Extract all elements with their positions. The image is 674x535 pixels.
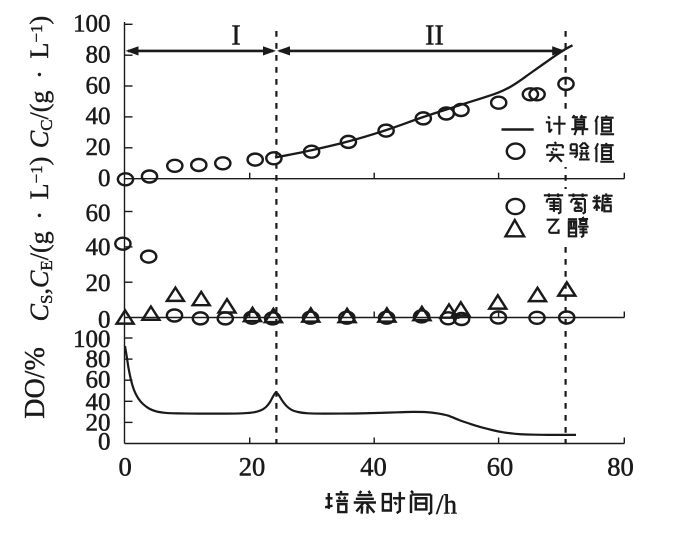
svg-text:80: 80: [86, 346, 111, 373]
svg-text:0: 0: [98, 165, 111, 192]
svg-text:/h: /h: [436, 490, 458, 520]
svg-text:I: I: [231, 21, 240, 52]
svg-text:20: 20: [86, 409, 111, 436]
svg-text:II: II: [425, 21, 444, 52]
svg-text:20: 20: [86, 134, 111, 161]
svg-text:40: 40: [86, 389, 111, 416]
svg-text:80: 80: [86, 41, 111, 68]
svg-text:100: 100: [73, 326, 111, 353]
svg-text:0: 0: [118, 452, 131, 482]
svg-text:40: 40: [86, 103, 111, 130]
svg-text:0: 0: [98, 307, 111, 334]
svg-text:0: 0: [98, 429, 111, 456]
svg-text:60: 60: [86, 367, 111, 394]
svg-text:40: 40: [360, 452, 387, 482]
svg-text:60: 60: [86, 72, 111, 99]
svg-text:CS,CE/(g · L−1): CS,CE/(g · L−1): [25, 157, 56, 322]
svg-text:CC/(g · L−1): CC/(g · L−1): [25, 16, 56, 148]
svg-text:DO/%: DO/%: [20, 347, 51, 419]
svg-text:40: 40: [86, 234, 111, 261]
svg-text:100: 100: [73, 11, 111, 38]
svg-text:60: 60: [487, 452, 514, 482]
svg-text:20: 20: [86, 270, 111, 297]
svg-text:60: 60: [86, 200, 111, 227]
svg-text:20: 20: [239, 452, 266, 482]
svg-text:80: 80: [607, 452, 634, 482]
